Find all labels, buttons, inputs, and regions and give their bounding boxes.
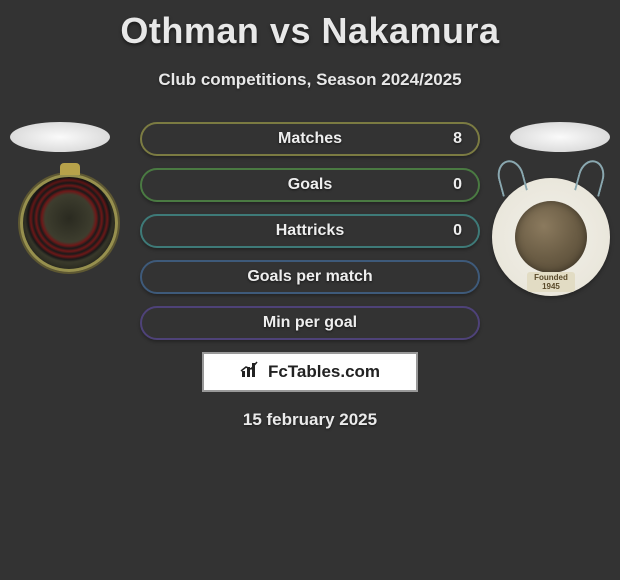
stat-row-min-per-goal: Min per goal: [140, 306, 480, 340]
stat-label: Min per goal: [263, 314, 357, 332]
stat-value-right: 0: [453, 222, 462, 240]
stat-value-right: 0: [453, 176, 462, 194]
brand-text: FcTables.com: [268, 362, 380, 382]
stat-value-right: 8: [453, 130, 462, 148]
club-badge-right: Founded 1945: [492, 178, 610, 296]
stat-row-hattricks: Hattricks 0: [140, 214, 480, 248]
stat-label: Goals: [288, 176, 332, 194]
subtitle: Club competitions, Season 2024/2025: [0, 70, 620, 90]
page-title: Othman vs Nakamura: [0, 0, 620, 52]
stat-label: Goals per match: [247, 268, 372, 286]
stat-row-goals-per-match: Goals per match: [140, 260, 480, 294]
club-badge-left: [20, 174, 118, 272]
date-label: 15 february 2025: [0, 410, 620, 430]
brand-box[interactable]: FcTables.com: [202, 352, 418, 392]
stat-row-goals: Goals 0: [140, 168, 480, 202]
player-photo-right: [510, 122, 610, 152]
stat-label: Hattricks: [276, 222, 344, 240]
bar-chart-icon: [240, 361, 262, 384]
player-photo-left: [10, 122, 110, 152]
stat-bars: Matches 8 Goals 0 Hattricks 0 Goals per …: [140, 120, 480, 340]
stat-row-matches: Matches 8: [140, 122, 480, 156]
comparison-content: Founded 1945 Matches 8 Goals 0 Hattricks…: [0, 120, 620, 430]
stat-label: Matches: [278, 130, 342, 148]
